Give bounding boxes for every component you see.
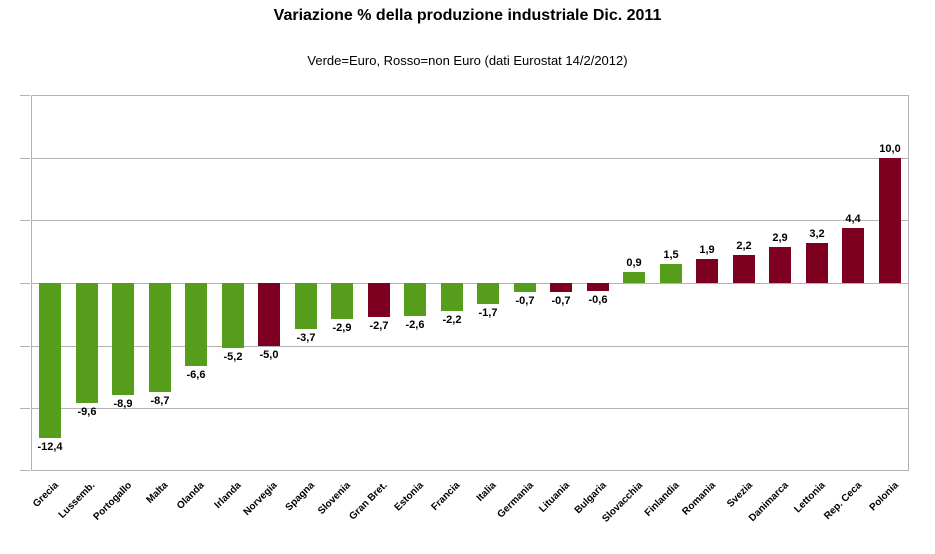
value-label-germania: -0,7 — [515, 295, 535, 307]
bar-bulgaria — [587, 283, 609, 291]
value-label-romania: 1,9 — [699, 244, 715, 256]
bar-polonia — [879, 158, 901, 283]
value-label-italia: -1,7 — [478, 307, 498, 319]
bar-grecia — [39, 283, 61, 438]
category-label-norvegia: Norvegia — [241, 480, 280, 519]
category-label-lettonia: Lettonia — [792, 480, 828, 516]
value-label-bulgaria: -0,6 — [588, 294, 608, 306]
category-label-francia: Francia — [429, 480, 463, 513]
gridline--10 — [32, 408, 908, 409]
category-label-olanda: Olanda — [175, 480, 207, 512]
value-label-polonia: 10,0 — [879, 143, 901, 155]
value-label-svezia: 2,2 — [736, 240, 752, 252]
category-label-gran-bret: Gran Bret. — [347, 480, 390, 523]
category-label-germania: Germania — [495, 480, 536, 521]
category-label-malta: Malta — [144, 480, 171, 506]
bar-irlanda — [222, 283, 244, 348]
bar-norvegia — [258, 283, 280, 346]
bar-gran-bret — [368, 283, 390, 317]
bar-slovacchia — [623, 272, 645, 283]
category-label-romania: Romania — [680, 480, 718, 518]
bar-rep-ceca — [842, 228, 864, 283]
value-label-norvegia: -5,0 — [259, 349, 279, 361]
value-label-olanda: -6,6 — [186, 369, 206, 381]
plot-area: -12,4 -9,6 -8,9 -8,7 -6,6 -5,2 -5,0 -3,7 -2,9 -2,… — [31, 95, 909, 471]
gridline--15 — [32, 470, 908, 471]
value-label-rep-ceca: 4,4 — [845, 213, 861, 225]
gridline-0 — [32, 283, 908, 284]
value-label-gran-bret: -2,7 — [369, 320, 389, 332]
y-axis-tick — [20, 283, 30, 284]
bar-lettonia — [806, 243, 828, 283]
chart-title: Variazione % della produzione industrial… — [273, 7, 662, 24]
y-axis-tick — [20, 158, 30, 159]
value-label-lussemb: -9,6 — [77, 406, 97, 418]
bar-lussemb — [76, 283, 98, 403]
value-label-irlanda: -5,2 — [223, 351, 243, 363]
value-label-francia: -2,2 — [442, 314, 462, 326]
value-label-finlandia: 1,5 — [663, 249, 679, 261]
gridline--5 — [32, 346, 908, 347]
bar-finlandia — [660, 264, 682, 283]
bar-germania — [514, 283, 536, 292]
value-label-portogallo: -8,9 — [113, 398, 133, 410]
bar-lituania — [550, 283, 572, 292]
gridline-5 — [32, 220, 908, 221]
category-label-grecia: Grecia — [30, 480, 61, 510]
category-label-irlanda: Irlanda — [212, 480, 244, 511]
value-label-slovenia: -2,9 — [332, 322, 352, 334]
value-label-spagna: -3,7 — [296, 332, 316, 344]
category-label-polonia: Polonia — [867, 480, 901, 514]
category-label-estonia: Estonia — [392, 480, 426, 514]
bar-portogallo — [112, 283, 134, 395]
gridline-10 — [32, 158, 908, 159]
value-label-estonia: -2,6 — [405, 319, 425, 331]
category-label-finlandia: Finlandia — [642, 480, 682, 519]
category-label-svezia: Svezia — [724, 480, 755, 510]
y-axis-tick — [20, 220, 30, 221]
category-label-slovenia: Slovenia — [315, 480, 353, 517]
bar-spagna — [295, 283, 317, 329]
value-label-grecia: -12,4 — [37, 441, 63, 453]
category-label-bulgaria: Bulgaria — [572, 480, 609, 517]
bar-estonia — [404, 283, 426, 316]
y-axis-tick — [20, 470, 30, 471]
bar-malta — [149, 283, 171, 392]
category-label-spagna: Spagna — [283, 480, 317, 514]
y-axis-tick — [20, 95, 30, 96]
bar-svezia — [733, 255, 755, 283]
y-axis-tick — [20, 346, 30, 347]
value-label-danimarca: 2,9 — [772, 232, 788, 244]
chart-subtitle: Verde=Euro, Rosso=non Euro (dati Eurosta… — [307, 53, 628, 68]
category-label-italia: Italia — [474, 480, 499, 504]
bar-romania — [696, 259, 718, 283]
bar-slovenia — [331, 283, 353, 319]
value-label-lettonia: 3,2 — [809, 228, 825, 240]
category-label-lituania: Lituania — [536, 480, 572, 515]
gridline-15 — [32, 95, 908, 96]
y-axis-tick — [20, 408, 30, 409]
bar-francia — [441, 283, 463, 311]
value-label-lituania: -0,7 — [551, 295, 571, 307]
value-label-malta: -8,7 — [150, 395, 170, 407]
bar-danimarca — [769, 247, 791, 283]
value-label-slovacchia: 0,9 — [626, 257, 642, 269]
bar-italia — [477, 283, 499, 304]
category-label-rep-ceca: Rep. Ceca — [821, 480, 864, 522]
bar-olanda — [185, 283, 207, 366]
